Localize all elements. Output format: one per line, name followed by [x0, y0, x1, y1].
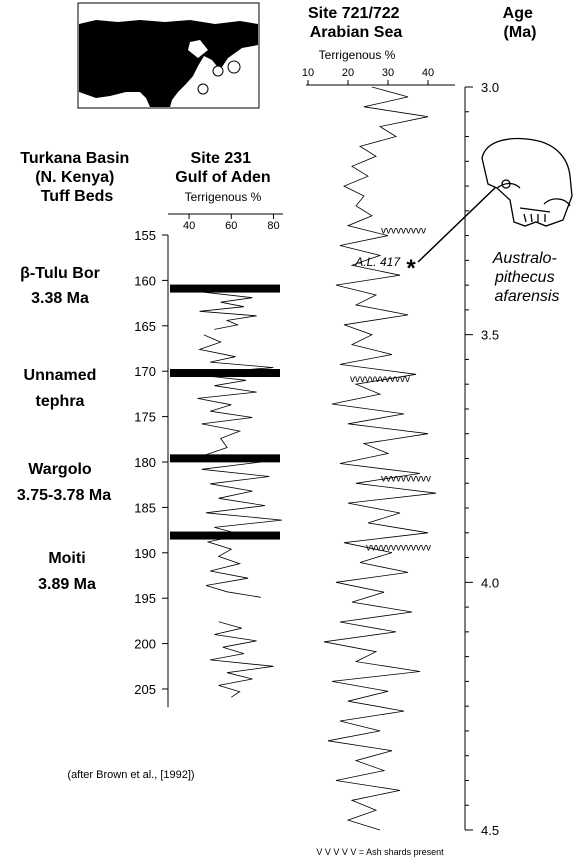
site721-title-line: Site 721/722: [308, 5, 400, 22]
y-tick-label: 195: [134, 591, 156, 606]
site721-title: Site 721/722 Arabian Sea: [308, 5, 404, 41]
tuff-bed-bar: [170, 284, 280, 293]
tuff-labels: β-Tulu Bor 3.38 Ma Unnamed tephra Wargol…: [17, 265, 111, 593]
x-tick-label: 80: [267, 220, 279, 232]
skull-icon: [481, 137, 573, 227]
species-name-line: afarensis: [495, 288, 560, 305]
x-tick-label: 20: [342, 67, 354, 79]
species-name: Australo- pithecus afarensis: [492, 250, 561, 305]
map-site-turkana: [197, 83, 209, 95]
fossil-site-label: A.L. 417: [354, 255, 401, 269]
species-name-line: pithecus: [494, 269, 555, 286]
terrigenous-series-line: [199, 285, 257, 330]
tuff-name: Wargolo: [28, 461, 92, 478]
site721-axis-label: Terrigenous %: [319, 48, 396, 62]
map-sea-gap: [188, 40, 208, 58]
fossil-annotation: A.L. 417 * Australo- pithecus afarensis: [354, 137, 573, 305]
tuff-bed-bar: [170, 454, 280, 463]
ash-shard-marks: vvvvvvvvv: [381, 226, 426, 237]
site231-title: Site 231 Gulf of Aden: [175, 150, 270, 186]
site231-title-line: Gulf of Aden: [175, 169, 270, 186]
y-tick-label: 205: [134, 682, 156, 697]
species-name-line: Australo-: [492, 250, 557, 267]
site721-chart: 10 20 30 403.03.54.04.5vvvvvvvvvvvvvvvvvvvv…: [302, 67, 499, 838]
tuff-name: β-Tulu Bor: [20, 265, 100, 282]
tuff-age: tephra: [36, 393, 85, 410]
y-tick-label: 160: [134, 273, 156, 288]
tuff-bed-bar: [170, 369, 280, 378]
credit-text: (after Brown et al., [1992]): [67, 769, 194, 781]
tuff-name: Moiti: [48, 550, 85, 567]
tuff-age: 3.89 Ma: [38, 576, 96, 593]
y-tick-label: 180: [134, 455, 156, 470]
turkana-title: Turkana Basin (N. Kenya) Tuff Beds: [20, 150, 134, 205]
site231-title-line: Site 231: [191, 150, 252, 167]
y-tick-label: 190: [134, 546, 156, 561]
age-tick-label: 3.0: [481, 80, 499, 95]
map-site-721: [227, 60, 241, 74]
age-tick-label: 4.5: [481, 823, 499, 838]
ash-shard-marks: vvvvvvvvvv: [381, 473, 431, 484]
age-title: Age (Ma): [503, 5, 538, 41]
ash-legend: V V V V V = Ash shards present: [316, 847, 444, 857]
terrigenous-series-line: [210, 621, 274, 698]
tuff-bed-bar: [170, 531, 280, 540]
map-landmass: [79, 20, 258, 107]
age-tick-label: 3.5: [481, 328, 499, 343]
tuff-name: Unnamed: [24, 367, 97, 384]
y-tick-label: 175: [134, 410, 156, 425]
x-tick-label: 40: [422, 67, 434, 79]
turkana-title-line: (N. Kenya): [35, 169, 114, 186]
site231-axis-label: Terrigenous %: [185, 190, 262, 204]
tuff-age: 3.75-3.78 Ma: [17, 487, 111, 504]
ash-shard-marks: vvvvvvvvvvvvv: [366, 543, 431, 554]
terrigenous-series-line: [189, 334, 282, 598]
map-site-231: [212, 65, 224, 77]
y-tick-label: 155: [134, 228, 156, 243]
x-tick-label: 10: [302, 67, 314, 79]
y-tick-label: 165: [134, 319, 156, 334]
site231-chart: 40 60 80 155 160 165 170 175 180 185 190 195 200 205: [134, 213, 283, 708]
tuff-age: 3.38 Ma: [31, 290, 89, 307]
y-tick-label: 170: [134, 364, 156, 379]
y-tick-label: 200: [134, 637, 156, 652]
age-title-line: Age: [503, 5, 533, 22]
age-title-line: (Ma): [504, 24, 537, 41]
x-tick-label: 40: [183, 220, 195, 232]
x-tick-label: 60: [225, 220, 237, 232]
terrigenous-series-line: [323, 86, 437, 831]
location-map: [77, 2, 260, 109]
fossil-pointer-line: [417, 184, 499, 263]
x-tick-label: 30: [382, 67, 394, 79]
fossil-marker: *: [406, 255, 416, 282]
turkana-title-line: Tuff Beds: [41, 188, 114, 205]
turkana-title-line: Turkana Basin: [20, 150, 129, 167]
age-tick-label: 4.0: [481, 575, 499, 590]
y-tick-label: 185: [134, 500, 156, 515]
ash-shard-marks: vvvvvvvvvvvv: [350, 374, 410, 385]
site721-title-line: Arabian Sea: [310, 24, 403, 41]
